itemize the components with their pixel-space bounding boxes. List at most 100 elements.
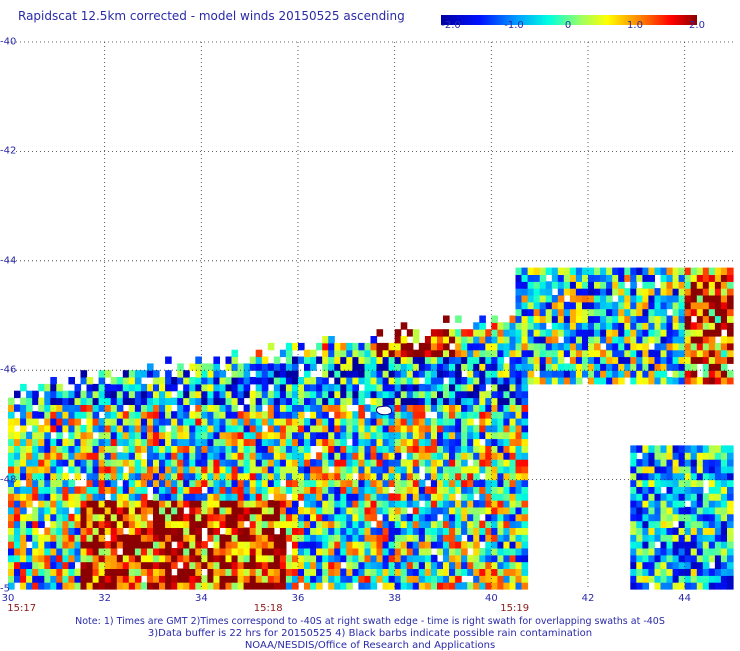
wind-cell [654,561,662,569]
wind-cell [219,575,227,583]
wind-cell [406,541,414,549]
wind-cell [298,506,305,515]
wind-cell [485,554,492,563]
wind-cell [702,349,710,358]
wind-cell [285,342,293,351]
wind-cell [292,520,299,528]
wind-cell [207,459,214,467]
wind-cell [455,541,462,549]
wind-cell [153,377,160,385]
wind-cell [370,465,378,474]
wind-cell [370,363,378,371]
wind-cell [551,356,559,364]
wind-cell [56,500,63,508]
wind-cell [551,377,559,385]
wind-cell [225,383,233,392]
wind-cell [684,520,692,528]
wind-cell [261,561,269,569]
wind-cell [189,383,196,392]
wind-cell [376,459,384,467]
wind-cell [394,390,402,399]
wind-cell [177,404,184,412]
wind-cell [20,506,27,515]
wind-cell [201,554,208,563]
wind-cell [515,342,523,351]
wind-cell [714,500,722,508]
wind-cell [412,541,420,549]
wind-cell [340,342,347,351]
lon-tick-label: 34 [194,593,208,604]
wind-cell [298,404,305,412]
wind-cell [684,329,692,337]
wind-cell [449,438,456,446]
wind-cell [630,479,637,487]
wind-cell [660,520,668,528]
wind-cell [424,383,432,392]
wind-cell [521,342,529,351]
wind-cell [461,541,468,549]
wind-cell [654,377,662,385]
wind-cell [714,301,722,310]
wind-cell [298,342,305,351]
wind-cell [642,541,649,549]
wind-cell [503,500,510,508]
wind-cell [678,315,686,323]
wind-cell [201,397,208,405]
wind-cell [116,506,124,515]
wind-cell [648,281,655,289]
wind-cell [720,554,728,563]
wind-cell [316,534,323,542]
wind-cell [316,513,323,522]
wind-cell [219,383,227,392]
wind-cell [684,336,692,344]
wind-cell [521,541,529,549]
wind-cell [382,363,390,371]
wind-cell [449,404,456,412]
wind-cell [147,404,154,412]
wind-cell [20,383,27,392]
wind-cell [56,404,63,412]
wind-cell [122,424,130,433]
wind-cell [479,445,486,453]
wind-cell [551,274,559,282]
wind-cell [430,445,438,453]
wind-cell [322,418,329,426]
wind-cell [449,486,456,494]
wind-cell [473,356,480,364]
wind-cell [696,329,704,337]
wind-cell [370,541,378,549]
wind-cell [328,541,335,549]
wind-cell [237,548,245,556]
wind-cell [479,411,486,419]
wind-cell [213,541,220,549]
wind-cell [515,500,523,508]
wind-cell [515,472,523,481]
wind-cell [92,459,100,467]
wind-cell [569,308,577,317]
wind-cell [171,418,178,426]
wind-cell [575,315,583,323]
wind-cell [660,554,668,563]
wind-cell [430,527,438,535]
wind-cell [473,336,480,344]
wind-cell [702,459,710,467]
wind-cell [727,295,734,303]
wind-cell [189,459,196,467]
lon-tick-label: 30 [1,593,15,604]
wind-cell [310,554,317,563]
wind-cell [285,472,293,481]
wind-cell [195,418,202,426]
wind-cell [140,500,148,508]
wind-cell [672,513,680,522]
wind-cell [430,554,438,563]
wind-cell [62,445,69,453]
wind-cell [26,404,33,412]
wind-cell [642,575,649,583]
wind-cell [714,486,722,494]
wind-cell [219,500,227,508]
wind-cell [110,506,118,515]
wind-cell [44,418,51,426]
wind-cell [364,513,372,522]
wind-cell [485,582,492,590]
wind-cell [424,575,432,583]
